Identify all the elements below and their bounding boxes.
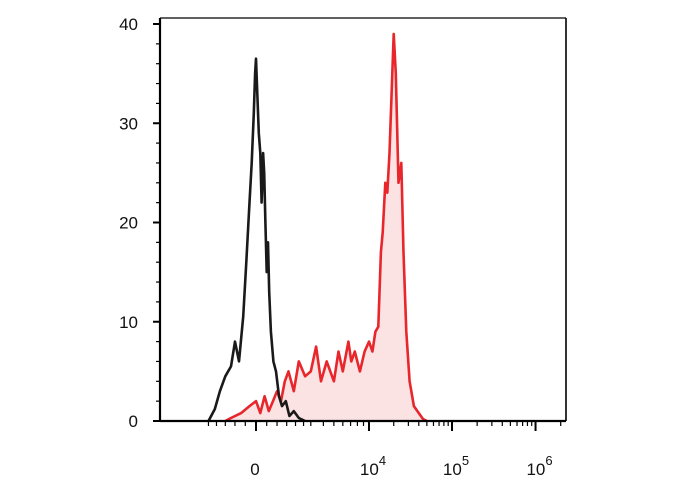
series-1-line bbox=[224, 32, 428, 423]
series-0-line bbox=[207, 57, 306, 423]
x-tick-label: 104 bbox=[360, 453, 386, 479]
series-1-fill bbox=[225, 33, 427, 422]
y-tick-label: 10 bbox=[119, 313, 138, 332]
x-tick-label: 0 bbox=[250, 460, 259, 479]
x-tick-label: 105 bbox=[443, 453, 469, 479]
y-tick-label: 30 bbox=[119, 114, 138, 133]
x-tick-label: 106 bbox=[526, 453, 552, 479]
y-tick-label: 40 bbox=[119, 15, 138, 34]
y-tick-label: 0 bbox=[129, 412, 138, 431]
y-tick-label: 20 bbox=[119, 214, 138, 233]
series-layer bbox=[207, 32, 428, 423]
axes: 0 10 20 30 40 0 104 105 106 bbox=[119, 15, 562, 479]
